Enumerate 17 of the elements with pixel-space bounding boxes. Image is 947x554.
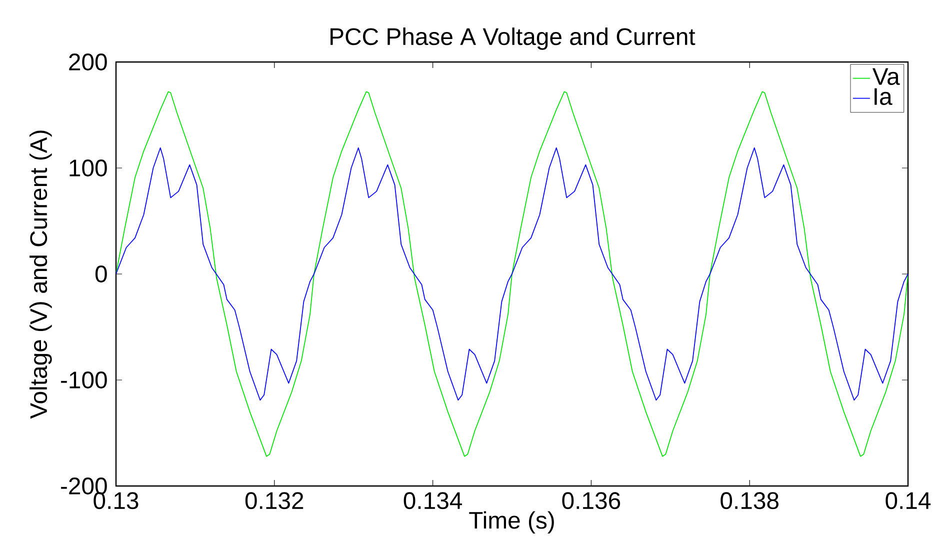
x-axis-title: Time (s) bbox=[469, 511, 554, 534]
x-tick-label: 0.14 bbox=[886, 492, 931, 510]
y-tick-label: -100 bbox=[61, 372, 107, 388]
y-axis-title: Voltage (V) and Current (A) bbox=[30, 130, 52, 419]
x-tick-label: 0.134 bbox=[404, 492, 462, 510]
chart-title: PCC Phase A Voltage and Current bbox=[330, 28, 696, 50]
y-tick-label: 200 bbox=[69, 54, 107, 70]
x-tick-label: 0.138 bbox=[720, 492, 778, 510]
y-tick-label: -200 bbox=[61, 478, 107, 494]
line-series bbox=[116, 147, 908, 401]
y-tick-label: 100 bbox=[70, 160, 107, 176]
y-tick-label: 0 bbox=[95, 266, 107, 282]
legend-label: Va bbox=[872, 68, 900, 85]
x-tick-label: 0.136 bbox=[562, 492, 620, 510]
x-tick-label: 0.132 bbox=[245, 492, 304, 510]
x-tick-label: 0.13 bbox=[94, 492, 138, 510]
legend-label: Ia bbox=[874, 88, 892, 106]
